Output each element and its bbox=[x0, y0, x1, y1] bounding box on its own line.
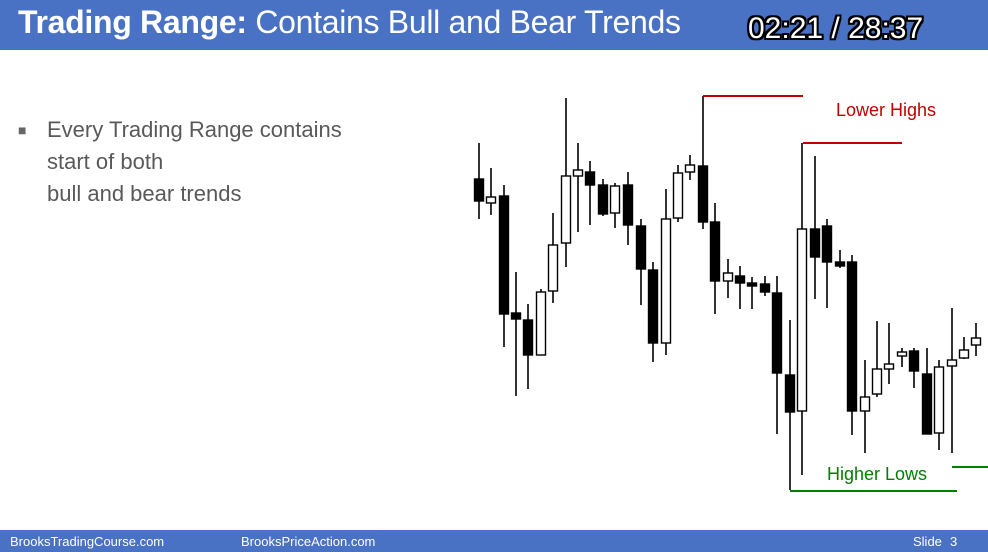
lower-highs-label: Lower Highs bbox=[836, 100, 936, 120]
bull-candle bbox=[896, 351, 908, 357]
footer-slide-number: 3 bbox=[950, 534, 958, 549]
bear-candle bbox=[498, 195, 510, 315]
bear-candle bbox=[597, 184, 609, 215]
bear-candle bbox=[622, 184, 634, 226]
video-timer: 02:21 / 28:37 bbox=[748, 12, 924, 45]
candlestick-chart: Lower Highs Higher Lows bbox=[473, 95, 988, 492]
bull-candle bbox=[485, 196, 497, 204]
bear-candle bbox=[522, 319, 534, 356]
bear-candle bbox=[834, 261, 846, 267]
title-bar: Trading Range: Contains Bull and Bear Tr… bbox=[0, 0, 988, 50]
bullet-line-2: start of both bbox=[47, 149, 164, 174]
bull-candle bbox=[946, 359, 958, 367]
bullet-line-1: Every Trading Range contains bbox=[47, 117, 342, 142]
bull-candle bbox=[560, 175, 572, 244]
slide-title-bold: Trading Range: bbox=[18, 4, 247, 40]
bull-candle bbox=[859, 396, 871, 412]
bull-candle bbox=[933, 366, 945, 434]
bull-candle bbox=[722, 272, 734, 282]
bear-candle bbox=[746, 282, 758, 287]
bull-candle bbox=[672, 172, 684, 219]
bull-candle bbox=[660, 218, 672, 344]
bull-candle bbox=[535, 291, 547, 356]
bull-candle bbox=[609, 185, 621, 214]
bear-candle bbox=[584, 171, 596, 186]
bear-candle bbox=[759, 283, 771, 293]
footer-bar: BrooksTradingCourse.com BrooksPriceActio… bbox=[0, 530, 988, 552]
higher-lows-label: Higher Lows bbox=[827, 464, 927, 484]
bear-candle bbox=[510, 312, 522, 320]
bear-candle bbox=[784, 374, 796, 413]
slide-title-rest: Contains Bull and Bear Trends bbox=[255, 4, 681, 40]
bull-candle bbox=[883, 363, 895, 370]
bear-candle bbox=[908, 350, 920, 372]
bear-candle bbox=[846, 261, 858, 412]
bear-candle bbox=[635, 225, 647, 270]
bear-candle bbox=[821, 225, 833, 263]
bear-candle bbox=[734, 275, 746, 284]
bear-candle bbox=[697, 165, 709, 223]
slide-title: Trading Range: Contains Bull and Bear Tr… bbox=[18, 4, 681, 41]
footer-middle-link[interactable]: BrooksPriceAction.com bbox=[241, 534, 376, 549]
bear-candle bbox=[809, 228, 821, 258]
bullet-line-3: bull and bear trends bbox=[47, 181, 242, 206]
bull-candle bbox=[796, 228, 808, 412]
bull-candle bbox=[958, 349, 970, 359]
bull-candle bbox=[871, 368, 883, 395]
bear-candle bbox=[647, 269, 659, 344]
bear-candle bbox=[921, 373, 933, 435]
footer-slide-label: Slide bbox=[913, 534, 942, 549]
bull-candle bbox=[547, 244, 559, 292]
candles-group bbox=[473, 96, 982, 490]
footer-left-link[interactable]: BrooksTradingCourse.com bbox=[10, 534, 165, 549]
bull-candle bbox=[684, 164, 696, 173]
bear-candle bbox=[709, 221, 721, 282]
bull-candle bbox=[572, 169, 584, 177]
bear-candle bbox=[771, 292, 783, 374]
bull-candle bbox=[970, 337, 982, 346]
bear-candle bbox=[473, 178, 485, 202]
bullet-square-icon: ■ bbox=[18, 122, 27, 138]
bullet-text: Every Trading Range contains start of bo… bbox=[47, 114, 427, 210]
